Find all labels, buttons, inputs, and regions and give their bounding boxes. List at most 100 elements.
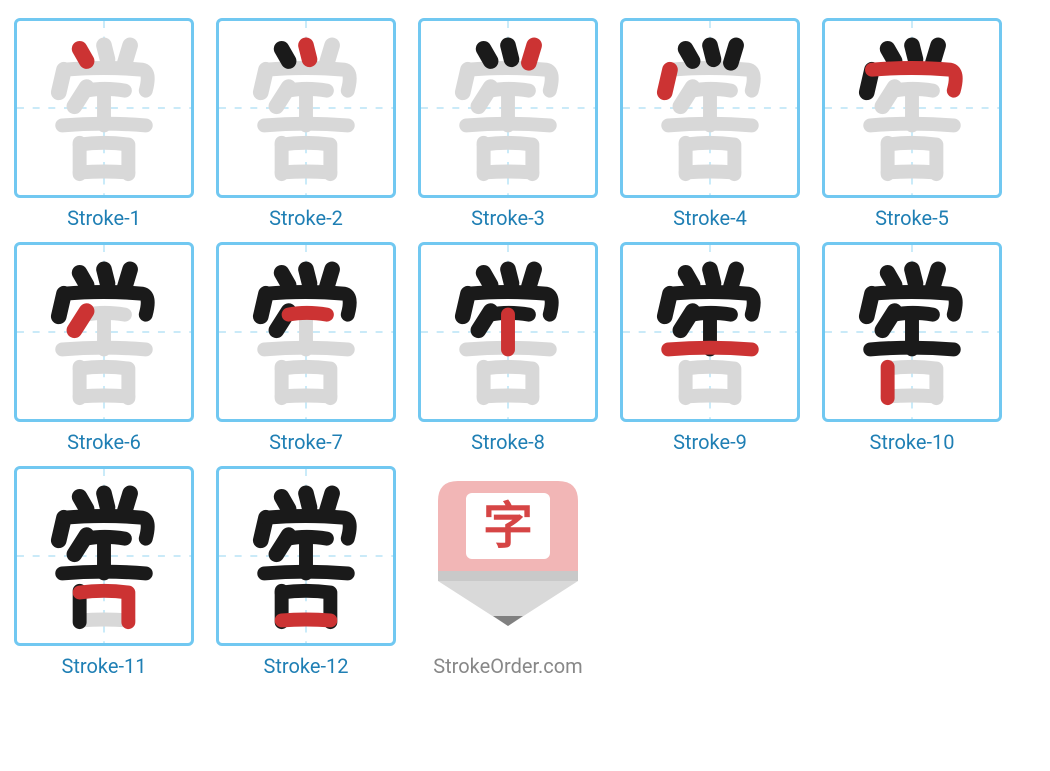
stroke-cell: Stroke-2 bbox=[216, 18, 396, 230]
stroke-12 bbox=[80, 620, 129, 621]
stroke-7 bbox=[289, 313, 327, 315]
stroke-9 bbox=[264, 124, 348, 126]
stroke-2 bbox=[912, 269, 915, 283]
stroke-cell: Stroke-11 bbox=[14, 466, 194, 678]
stroke-2 bbox=[104, 45, 107, 59]
stroke-2 bbox=[306, 45, 309, 59]
stroke-2 bbox=[306, 269, 309, 283]
stroke-frame bbox=[418, 18, 598, 198]
stroke-caption: Stroke-6 bbox=[67, 430, 141, 454]
stroke-cell: Stroke-12 bbox=[216, 466, 396, 678]
stroke-9 bbox=[62, 572, 146, 574]
stroke-1 bbox=[888, 49, 895, 61]
stroke-3 bbox=[731, 269, 736, 286]
stroke-9 bbox=[264, 348, 348, 350]
stroke-frame bbox=[14, 466, 194, 646]
logo-cell: 字 StrokeOrder.com bbox=[418, 466, 598, 678]
stroke-cell: Stroke-7 bbox=[216, 242, 396, 454]
stroke-1 bbox=[80, 273, 87, 285]
stroke-12 bbox=[80, 396, 129, 397]
stroke-9 bbox=[62, 124, 146, 126]
stroke-2 bbox=[912, 45, 915, 59]
stroke-6 bbox=[74, 311, 86, 330]
stroke-order-grid: Stroke-1 Stroke-2 Stroke-3 Stroke-4 Stroke-5… bbox=[14, 18, 1036, 678]
stroke-cell: Stroke-6 bbox=[14, 242, 194, 454]
stroke-4 bbox=[665, 70, 670, 93]
attribution-text[interactable]: StrokeOrder.com bbox=[433, 654, 582, 678]
stroke-1 bbox=[686, 273, 693, 285]
stroke-12 bbox=[282, 396, 331, 397]
stroke-caption: Stroke-2 bbox=[269, 206, 343, 230]
stroke-12 bbox=[888, 172, 937, 173]
stroke-frame bbox=[216, 466, 396, 646]
stroke-9 bbox=[870, 124, 954, 126]
stroke-cell: Stroke-5 bbox=[822, 18, 1002, 230]
stroke-12 bbox=[686, 396, 735, 397]
stroke-frame bbox=[620, 18, 800, 198]
stroke-1 bbox=[484, 273, 491, 285]
stroke-caption: Stroke-3 bbox=[471, 206, 545, 230]
stroke-frame bbox=[216, 242, 396, 422]
stroke-12 bbox=[686, 172, 735, 173]
stroke-cell: Stroke-1 bbox=[14, 18, 194, 230]
stroke-caption: Stroke-12 bbox=[264, 654, 349, 678]
stroke-3 bbox=[327, 45, 332, 62]
stroke-1 bbox=[282, 273, 289, 285]
stroke-9 bbox=[466, 124, 550, 126]
stroke-12 bbox=[484, 172, 533, 173]
stroke-9 bbox=[264, 572, 348, 574]
stroke-12 bbox=[80, 172, 129, 173]
stroke-3 bbox=[933, 269, 938, 286]
stroke-9 bbox=[668, 124, 752, 126]
stroke-frame bbox=[822, 18, 1002, 198]
stroke-1 bbox=[80, 497, 87, 509]
stroke-caption: Stroke-9 bbox=[673, 430, 747, 454]
stroke-frame bbox=[216, 18, 396, 198]
stroke-3 bbox=[327, 493, 332, 510]
stroke-1 bbox=[282, 49, 289, 61]
stroke-caption: Stroke-8 bbox=[471, 430, 545, 454]
stroke-3 bbox=[731, 45, 736, 62]
stroke-12 bbox=[282, 172, 331, 173]
stroke-3 bbox=[125, 45, 130, 62]
stroke-caption: Stroke-10 bbox=[870, 430, 955, 454]
stroke-3 bbox=[125, 493, 130, 510]
stroke-3 bbox=[125, 269, 130, 286]
stroke-2 bbox=[710, 45, 713, 59]
stroke-2 bbox=[508, 45, 511, 59]
stroke-cell: Stroke-8 bbox=[418, 242, 598, 454]
stroke-2 bbox=[104, 269, 107, 283]
stroke-12 bbox=[484, 396, 533, 397]
stroke-3 bbox=[529, 269, 534, 286]
stroke-frame bbox=[14, 242, 194, 422]
stroke-caption: Stroke-5 bbox=[875, 206, 949, 230]
stroke-cell: Stroke-10 bbox=[822, 242, 1002, 454]
stroke-caption: Stroke-7 bbox=[269, 430, 343, 454]
stroke-frame bbox=[14, 18, 194, 198]
stroke-frame bbox=[822, 242, 1002, 422]
stroke-1 bbox=[282, 497, 289, 509]
stroke-3 bbox=[529, 45, 534, 62]
stroke-cell: Stroke-3 bbox=[418, 18, 598, 230]
stroke-2 bbox=[508, 269, 511, 283]
stroke-caption: Stroke-4 bbox=[673, 206, 747, 230]
stroke-cell: Stroke-4 bbox=[620, 18, 800, 230]
stroke-cell: Stroke-9 bbox=[620, 242, 800, 454]
stroke-2 bbox=[104, 493, 107, 507]
stroke-caption: Stroke-1 bbox=[67, 206, 141, 230]
logo-pencil: 字 bbox=[418, 466, 598, 646]
stroke-3 bbox=[933, 45, 938, 62]
stroke-2 bbox=[306, 493, 309, 507]
stroke-frame bbox=[418, 242, 598, 422]
stroke-frame bbox=[620, 242, 800, 422]
stroke-1 bbox=[686, 49, 693, 61]
stroke-9 bbox=[62, 348, 146, 350]
stroke-12 bbox=[888, 396, 937, 397]
stroke-1 bbox=[484, 49, 491, 61]
stroke-9 bbox=[870, 348, 954, 350]
stroke-1 bbox=[80, 49, 87, 61]
stroke-2 bbox=[710, 269, 713, 283]
logo-char: 字 bbox=[483, 498, 533, 556]
stroke-1 bbox=[888, 273, 895, 285]
stroke-3 bbox=[327, 269, 332, 286]
